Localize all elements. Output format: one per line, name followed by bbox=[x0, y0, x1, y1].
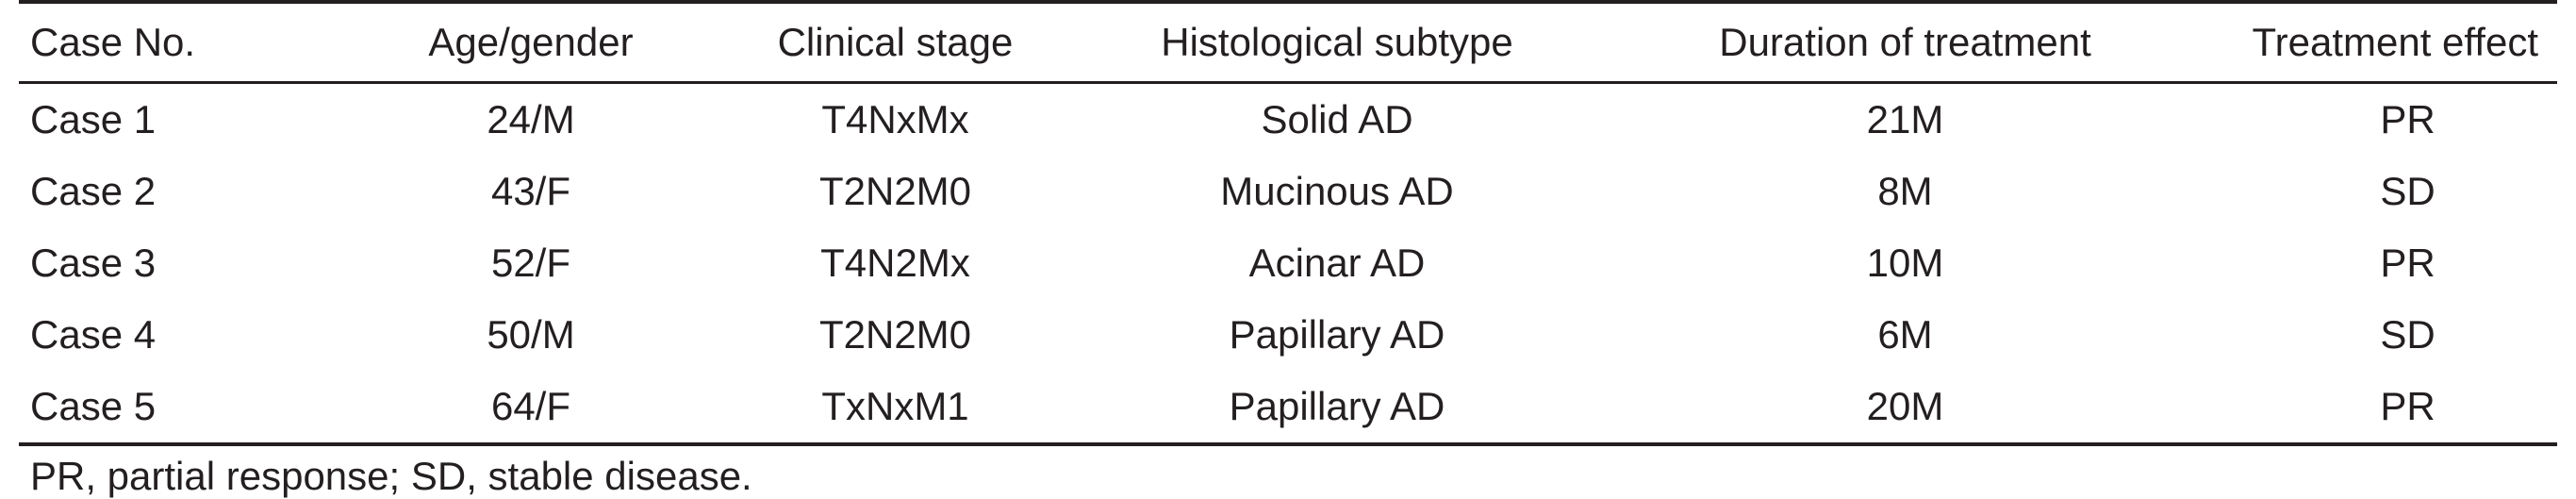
cell-age-gender: 24/M bbox=[487, 97, 575, 141]
cell-histological-subtype: Mucinous AD bbox=[1220, 169, 1454, 213]
cell-age-gender: 52/F bbox=[490, 241, 571, 285]
cell-clinical-stage: T4N2Mx bbox=[820, 241, 970, 285]
cell-case-no: Case 5 bbox=[19, 371, 337, 446]
cell-clinical-stage: T2N2M0 bbox=[818, 312, 972, 357]
table-container: Case No. Age/gender Clinical stage Histo… bbox=[19, 0, 2557, 499]
cell-treatment-effect: PR bbox=[2380, 97, 2436, 141]
table-row: Case 3 52/F T4N2Mx Acinar AD 10M PR bbox=[19, 227, 2557, 299]
case-table: Case No. Age/gender Clinical stage Histo… bbox=[19, 0, 2557, 446]
cell-histological-subtype: Papillary AD bbox=[1065, 371, 1609, 446]
cell-treatment-effect: PR bbox=[2202, 371, 2557, 446]
cell-histological-subtype: Papillary AD bbox=[1229, 312, 1445, 357]
header-treatment-effect: Treatment effect bbox=[2202, 0, 2557, 84]
cell-treatment-effect: SD bbox=[2380, 312, 2436, 357]
cell-age-gender: 43/F bbox=[490, 169, 571, 213]
cell-age-gender: 64/F bbox=[337, 371, 725, 446]
header-duration-of-treatment: Duration of treatment bbox=[1609, 0, 2202, 84]
cell-treatment-effect: PR bbox=[2380, 241, 2436, 285]
cell-duration: 10M bbox=[1866, 241, 1944, 285]
cell-clinical-stage: T4NxMx bbox=[821, 97, 969, 141]
cell-age-gender: 50/M bbox=[487, 312, 575, 357]
cell-duration: 8M bbox=[1877, 169, 1933, 213]
header-histological-subtype: Histological subtype bbox=[1065, 0, 1609, 84]
table-row: Case 1 24/M T4NxMx Solid AD 21M PR bbox=[19, 83, 2557, 157]
cell-duration: 21M bbox=[1866, 97, 1944, 141]
table-row: Case 4 50/M T2N2M0 Papillary AD 6M SD bbox=[19, 299, 2557, 371]
cell-histological-subtype: Solid AD bbox=[1261, 97, 1413, 141]
cell-case-no: Case 2 bbox=[30, 169, 157, 213]
header-clinical-stage: Clinical stage bbox=[725, 0, 1065, 84]
table-row: Case 2 43/F T2N2M0 Mucinous AD 8M SD bbox=[19, 156, 2557, 227]
cell-duration: 20M bbox=[1609, 371, 2202, 446]
cell-treatment-effect: SD bbox=[2380, 169, 2436, 213]
cell-clinical-stage: TxNxM1 bbox=[725, 371, 1065, 446]
cell-case-no: Case 3 bbox=[30, 241, 157, 285]
header-age-gender: Age/gender bbox=[337, 0, 725, 84]
table-row: Case 5 64/F TxNxM1 Papillary AD 20M PR bbox=[19, 371, 2557, 446]
header-case-no: Case No. bbox=[19, 0, 337, 84]
header-row: Case No. Age/gender Clinical stage Histo… bbox=[19, 0, 2557, 84]
cell-histological-subtype: Acinar AD bbox=[1248, 241, 1426, 285]
table-footnote: PR, partial response; SD, stable disease… bbox=[30, 454, 752, 498]
cell-case-no: Case 4 bbox=[30, 312, 157, 357]
cell-clinical-stage: T2N2M0 bbox=[818, 169, 972, 213]
cell-duration: 6M bbox=[1877, 312, 1933, 357]
cell-case-no: Case 1 bbox=[30, 97, 157, 141]
